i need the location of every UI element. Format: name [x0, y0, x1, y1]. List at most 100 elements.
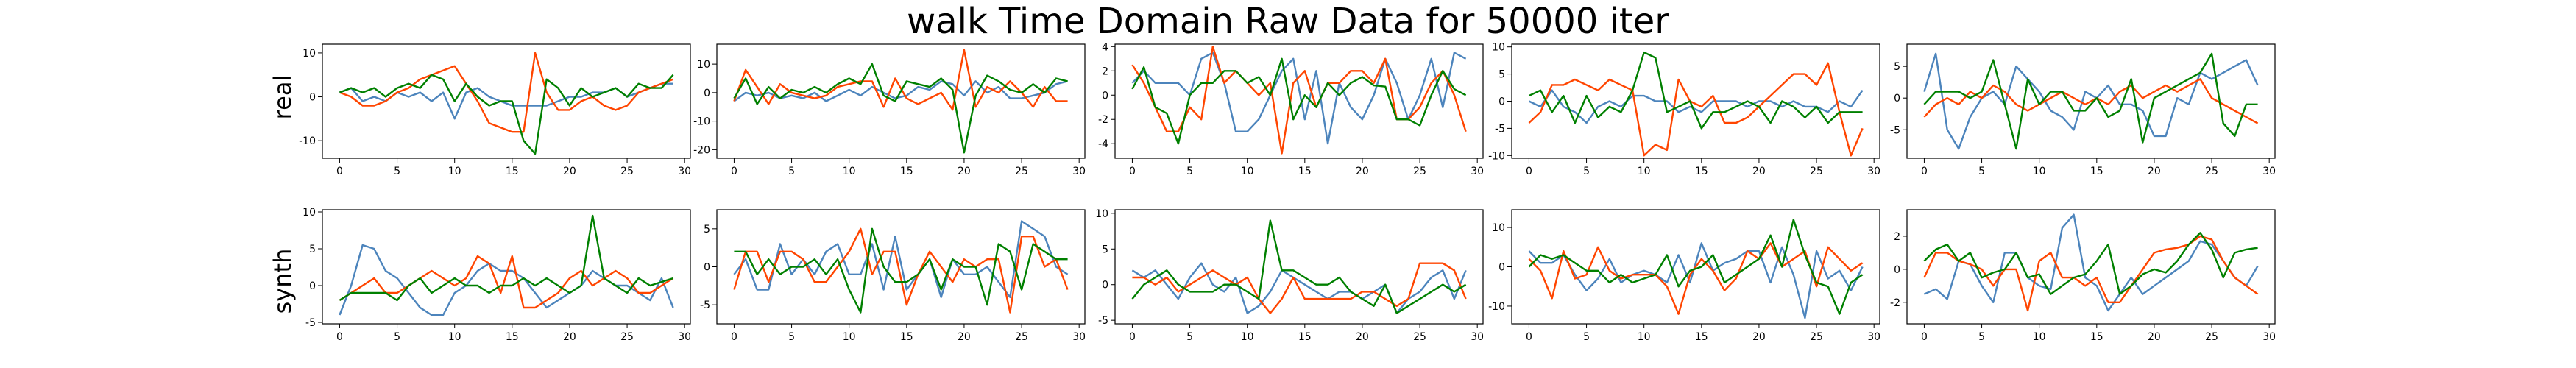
series-line-1: [1528, 242, 1864, 319]
x-tick-label: 10: [1638, 331, 1651, 343]
y-tick-label: 0: [1894, 93, 1900, 105]
x-tick-label: 5: [788, 166, 795, 177]
row-label-synth: synth: [269, 249, 297, 314]
x-tick-label: 30: [1471, 166, 1484, 177]
y-tick-label: -10: [299, 135, 316, 147]
x-tick-label: 25: [2205, 331, 2218, 343]
y-tick-label: 10: [1095, 208, 1108, 220]
panel-real-4: 0 5 10 15 20 25 30 -10 -5 0 5 10: [1488, 42, 1880, 177]
x-tick-label: 25: [620, 331, 634, 343]
x-tick-label: 20: [958, 166, 971, 177]
series-line-2: [1131, 46, 1467, 155]
panel-real-1: 0 5 10 15 20 25 30 -10 0 10: [299, 43, 691, 177]
panel-synth-4: 0 5 10 15 20 25 30 -10 0 10: [1488, 209, 1880, 343]
series-line-3: [1131, 57, 1467, 145]
x-tick-label: 5: [788, 331, 795, 343]
y-tick-label: 0: [1102, 90, 1108, 102]
panel-real-5: 0 5 10 15 20 25 30 -5 0 5: [1890, 43, 2276, 177]
x-tick-label: 30: [1471, 331, 1484, 343]
y-tick-label: 10: [1492, 222, 1505, 234]
series-line-1: [1131, 52, 1467, 145]
axes-frame: [716, 43, 1086, 159]
y-tick-label: 2: [1102, 66, 1108, 77]
series-line-2: [1528, 242, 1864, 315]
y-tick-label: -5: [1890, 124, 1900, 136]
x-tick-label: 25: [1413, 331, 1426, 343]
y-tick-label: 0: [1498, 96, 1505, 108]
y-tick-label: -5: [305, 317, 316, 329]
axes-frame: [1114, 209, 1484, 325]
x-tick-label: 5: [1978, 331, 1985, 343]
x-tick-label: 30: [1072, 331, 1086, 343]
y-tick-label: 0: [704, 262, 710, 274]
x-tick-label: 25: [620, 166, 634, 177]
x-tick-label: 10: [1241, 166, 1254, 177]
x-tick-label: 15: [900, 331, 913, 343]
x-tick-label: 30: [2262, 331, 2276, 343]
x-tick-label: 25: [1015, 166, 1028, 177]
series-line-1: [733, 80, 1068, 102]
y-tick-label: -4: [1098, 138, 1108, 150]
panel-synth-2: 0 5 10 15 20 25 30 -5 0 5: [700, 209, 1086, 343]
x-tick-label: 5: [1186, 331, 1193, 343]
y-tick-label: 5: [1102, 244, 1108, 255]
panel-real-3: 0 5 10 15 20 25 30 -4 -2 0 2 4: [1098, 41, 1484, 177]
row-label-real: real: [269, 75, 297, 120]
y-tick-label: 0: [309, 92, 316, 104]
x-tick-label: 25: [1413, 166, 1426, 177]
y-tick-label: 5: [309, 244, 316, 255]
x-tick-label: 0: [336, 166, 343, 177]
x-tick-label: 25: [1810, 331, 1823, 343]
series-line-1: [339, 244, 674, 316]
y-tick-label: 0: [1498, 262, 1505, 274]
x-tick-label: 10: [843, 331, 856, 343]
x-tick-label: 20: [2148, 331, 2161, 343]
x-tick-label: 15: [506, 331, 519, 343]
y-tick-label: 5: [704, 224, 710, 236]
y-tick-label: 0: [1102, 280, 1108, 291]
y-tick-label: 2: [1894, 231, 1900, 243]
x-tick-label: 5: [1186, 166, 1193, 177]
x-tick-label: 5: [1583, 331, 1590, 343]
series-line-3: [1528, 219, 1864, 315]
y-tick-label: -5: [700, 300, 710, 311]
series-line-3: [1923, 232, 2258, 295]
x-tick-label: 5: [1978, 166, 1985, 177]
series-line-3: [733, 63, 1068, 154]
y-tick-label: -5: [1495, 123, 1505, 135]
y-tick-label: 10: [302, 207, 316, 219]
y-tick-label: 0: [1894, 264, 1900, 276]
series-line-2: [1132, 262, 1467, 314]
panel-synth-5: 0 5 10 15 20 25 30 -2 0 2: [1890, 209, 2276, 343]
series-line-1: [1923, 52, 2259, 150]
y-tick-label: 5: [1498, 69, 1505, 81]
x-tick-label: 25: [1015, 331, 1028, 343]
series-line-1: [1131, 262, 1467, 314]
x-tick-label: 10: [2033, 166, 2046, 177]
series-line-2: [733, 49, 1068, 111]
series-line-2: [733, 227, 1069, 314]
x-tick-label: 15: [506, 166, 519, 177]
axes-frame: [1511, 43, 1880, 159]
x-tick-label: 20: [563, 331, 576, 343]
y-tick-label: 0: [704, 88, 710, 99]
x-tick-label: 30: [1867, 331, 1880, 343]
series-line-1: [733, 220, 1069, 298]
x-tick-label: 5: [1583, 166, 1590, 177]
x-tick-label: 20: [2148, 166, 2161, 177]
y-tick-label: -10: [693, 116, 710, 128]
x-tick-label: 30: [1867, 166, 1880, 177]
series-line-3: [1528, 51, 1863, 130]
x-tick-label: 5: [394, 331, 400, 343]
axes-frame: [1114, 43, 1484, 159]
x-tick-label: 15: [2090, 166, 2103, 177]
x-tick-label: 15: [2090, 331, 2103, 343]
series-line-3: [339, 214, 673, 302]
figure-title: walk Time Domain Raw Data for 50000 iter: [907, 1, 1669, 42]
y-tick-label: -2: [1890, 297, 1900, 309]
series-line-2: [339, 255, 674, 309]
y-tick-label: 5: [1894, 61, 1900, 73]
x-tick-label: 10: [448, 166, 461, 177]
series-line-2: [339, 52, 674, 133]
